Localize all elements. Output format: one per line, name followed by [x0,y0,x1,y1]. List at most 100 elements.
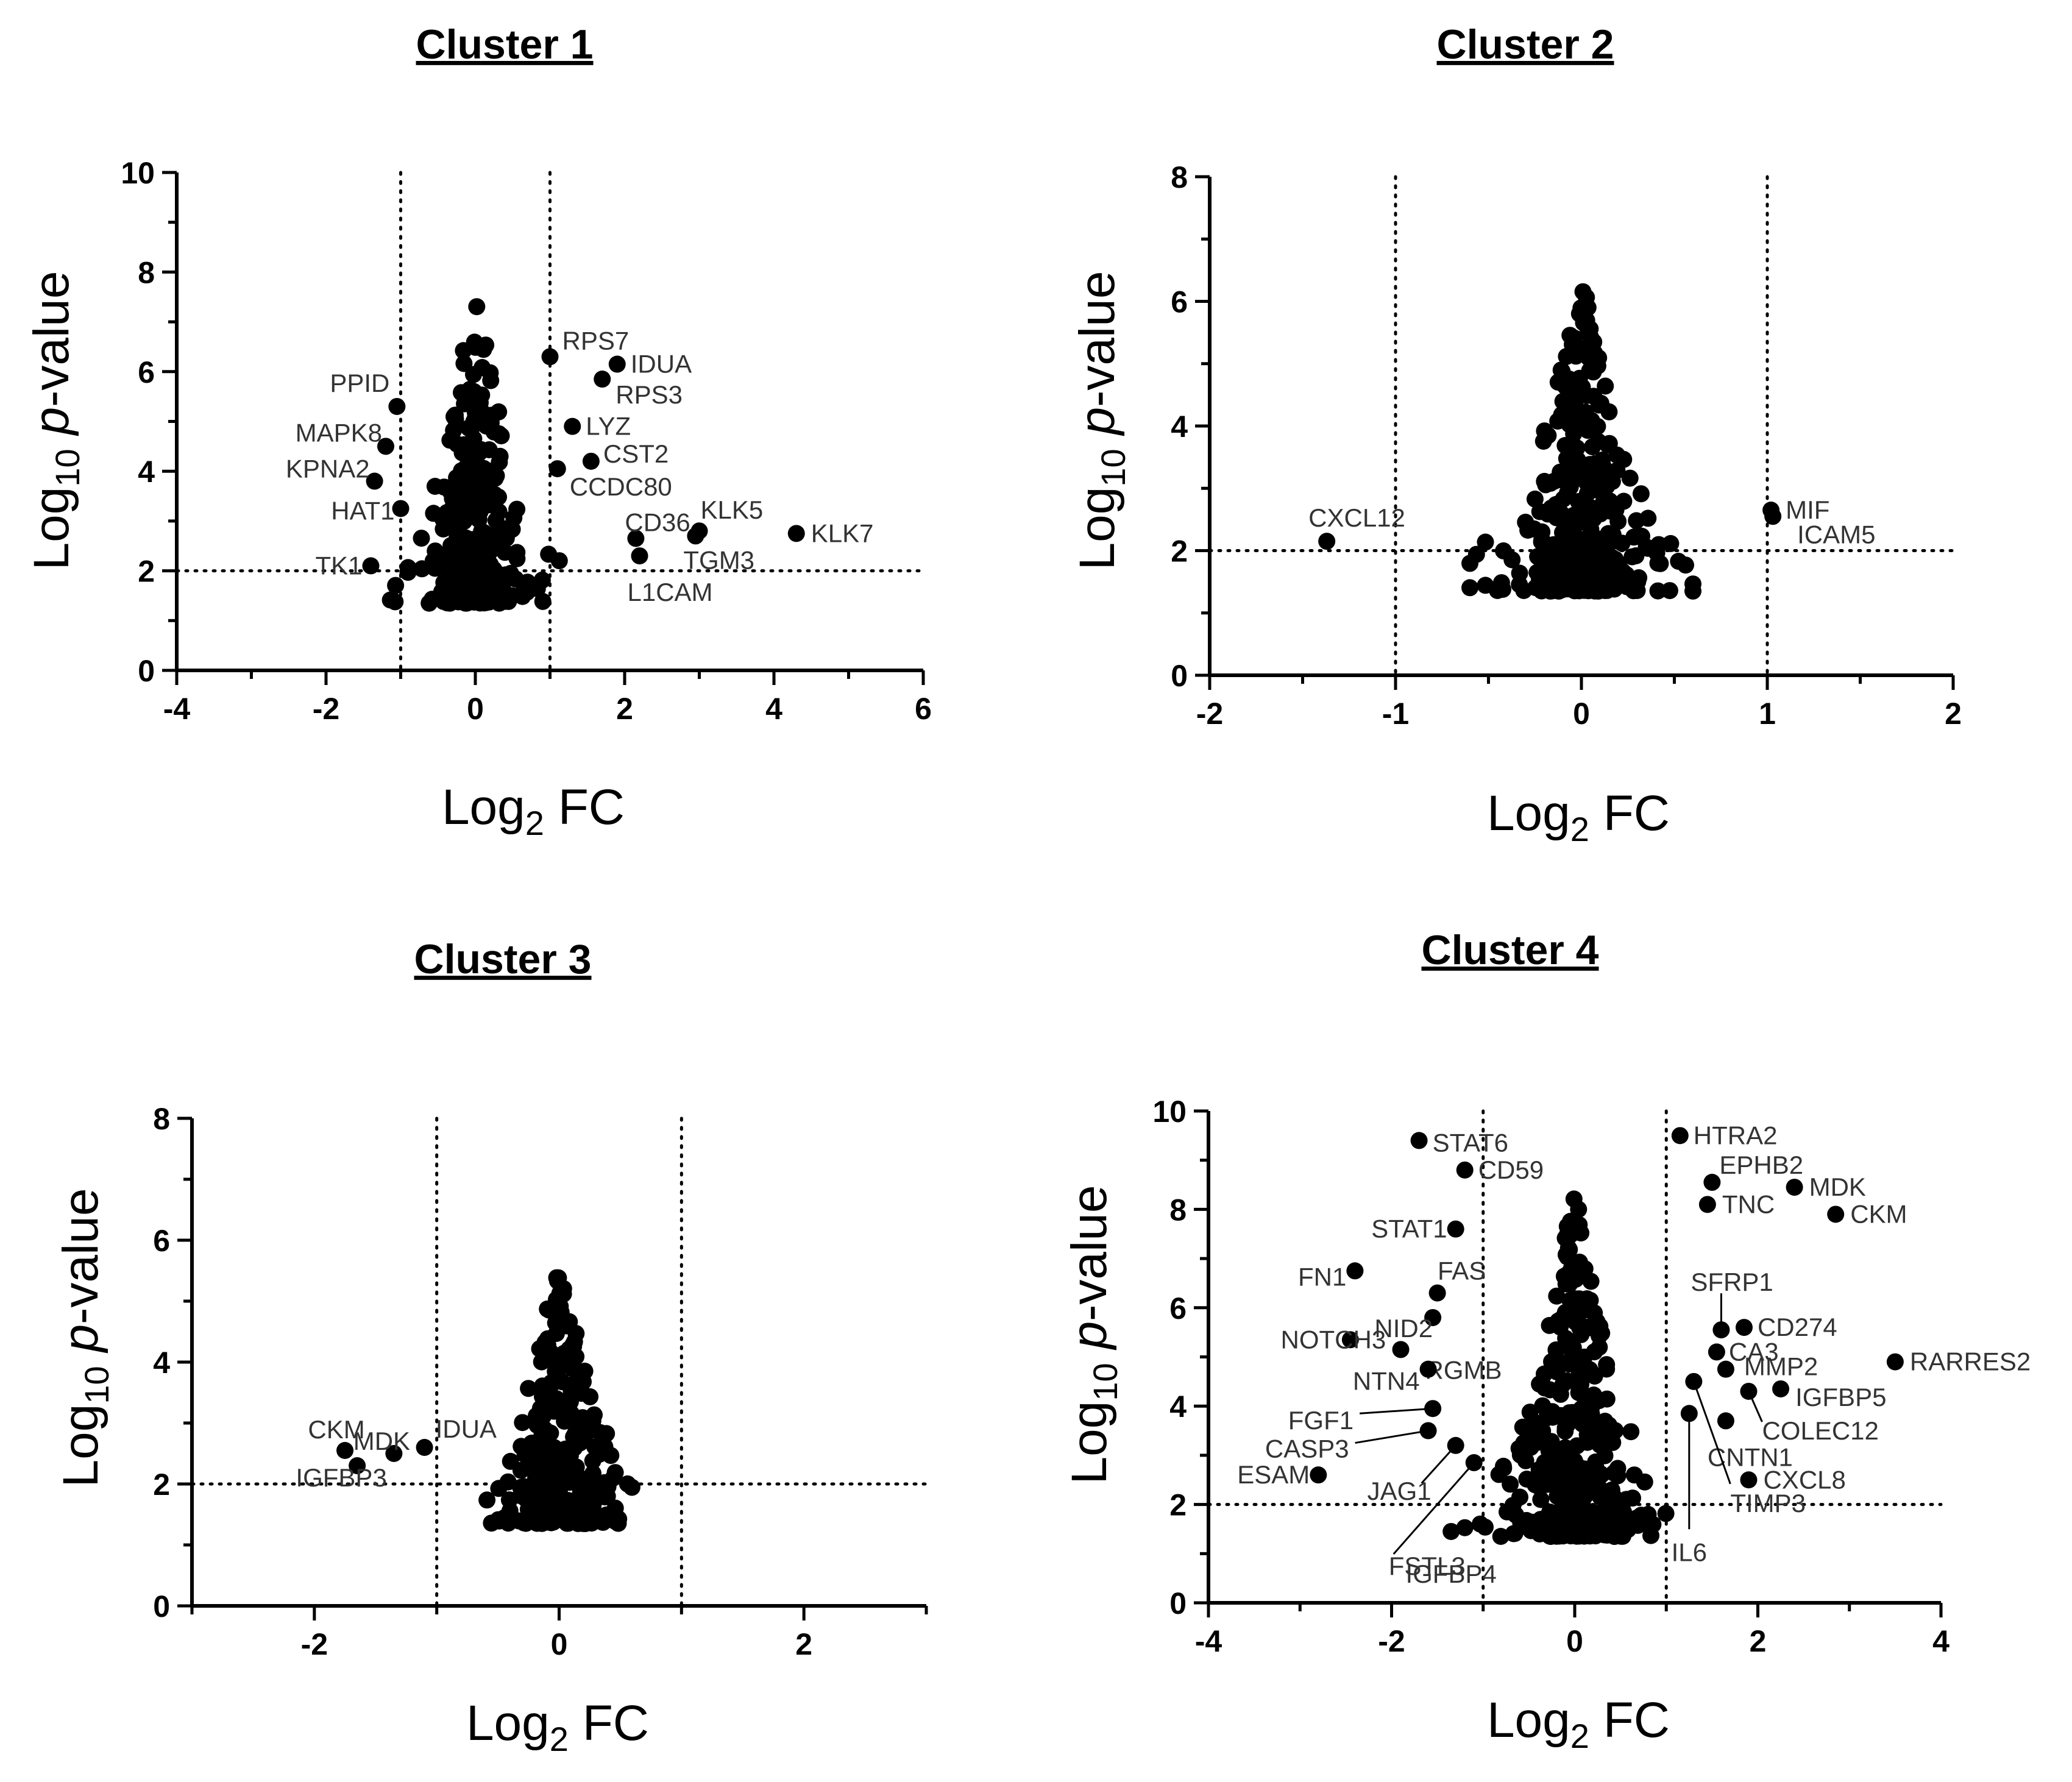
x-tick-label: -1 [1382,697,1409,731]
label-leader-line [1748,1391,1763,1422]
x-tick-label: 4 [765,692,782,726]
data-point [483,564,501,582]
data-point [426,478,444,495]
data-point [562,1454,580,1471]
data-point [1495,542,1513,559]
data-point [1598,1360,1616,1378]
x-axis-label: Log2 FC [1487,786,1670,848]
data-point [586,1511,603,1529]
data-point [1511,576,1528,594]
data-point [1628,512,1645,530]
point-label: IDUA [631,350,692,378]
data-point [1515,1434,1533,1452]
y-tick-label: 4 [138,455,155,489]
data-point [1613,565,1630,583]
point-label: RPS7 [562,326,630,355]
data-point [458,457,476,475]
data-point [1556,1304,1574,1321]
data-point [468,298,486,316]
x-tick-label: -4 [163,692,191,726]
data-point [1591,1338,1608,1356]
data-point [447,410,464,428]
x-axis-label: Log2 FC [466,1695,649,1758]
y-axis-label: Log10 p-value [24,271,87,570]
data-point [534,592,552,610]
data-point [1461,579,1478,597]
point-label: TK1 [315,551,362,580]
data-point [435,573,453,591]
data-point [478,465,495,483]
labeled-point-l1cam [631,547,648,565]
data-point [1556,1419,1574,1437]
x-tick-label: 4 [1932,1624,1950,1658]
data-point [536,1333,554,1351]
data-point [1477,533,1494,551]
data-point [1531,1375,1549,1393]
point-label: COLEC12 [1762,1416,1878,1445]
point-label: CD59 [1478,1155,1544,1184]
data-point [1566,582,1583,600]
data-point [475,594,493,612]
data-point [521,1511,539,1529]
data-point [609,1514,627,1532]
labeled-point-rps3 [594,371,611,388]
point-label: CXCL8 [1763,1465,1845,1494]
point-label: CA3 [1729,1337,1779,1366]
y-axis-label: Log10 p-value [1070,271,1132,570]
point-label: MDK [1809,1173,1866,1201]
x-tick-label: 0 [1573,697,1590,731]
y-tick-label: 8 [1171,160,1188,194]
point-label: SFRP1 [1691,1268,1773,1296]
point-label: CKM [1850,1199,1907,1228]
data-point [1574,300,1591,318]
data-point [1514,1518,1532,1535]
data-point [1564,436,1581,454]
data-point [536,1398,553,1416]
data-point [1630,528,1647,545]
point-label: NID2 [1374,1314,1433,1343]
data-point [586,1421,603,1438]
data-point [1558,1507,1576,1524]
data-point [1572,1400,1590,1418]
data-point [1529,548,1547,566]
data-point [1657,1505,1675,1522]
point-label: PPID [330,369,389,397]
data-point [1652,555,1669,572]
data-point [1559,1239,1577,1257]
labeled-point-ckm [336,1442,354,1459]
data-point [1662,534,1680,552]
data-point [521,1449,539,1467]
point-label: IDUA [436,1415,497,1443]
point-label: IL6 [1672,1538,1707,1566]
data-point [1495,1457,1512,1475]
label-leader-line [1355,1430,1428,1444]
point-label: ICAM5 [1797,520,1875,548]
labeled-point-rgmb [1392,1341,1410,1358]
data-point [1525,520,1543,538]
x-tick-label: -2 [1196,697,1223,731]
label-leader-line [1360,1407,1433,1415]
data-point [486,579,504,597]
y-tick-label: 6 [138,355,155,389]
x-tick-label: 2 [1945,697,1962,731]
data-point [533,571,551,589]
data-point [550,1493,567,1510]
data-point [424,552,442,570]
x-tick-label: -4 [1195,1624,1222,1658]
x-axis-label: Log2 FC [1487,1692,1670,1755]
data-point [584,1497,602,1514]
data-point [1624,1489,1641,1507]
data-point [1580,582,1597,600]
point-label: CASP3 [1265,1435,1349,1463]
data-point [1595,502,1613,520]
data-point [1636,1473,1653,1491]
data-point [1532,1491,1550,1508]
data-point [438,551,455,569]
data-point [1613,534,1631,552]
data-point [399,564,417,581]
data-point [1552,361,1570,379]
data-point [581,1388,599,1405]
point-label: RARRES2 [1910,1347,2031,1376]
